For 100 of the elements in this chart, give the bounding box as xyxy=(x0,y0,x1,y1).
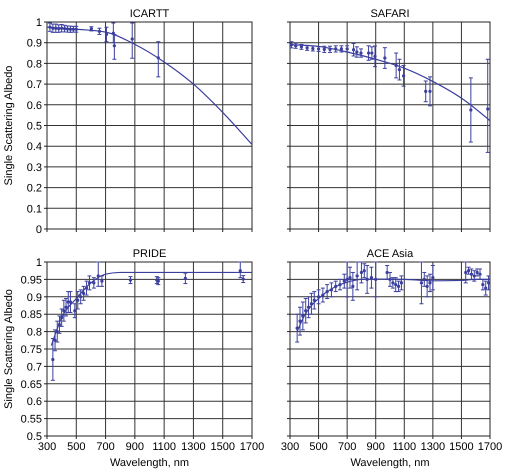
point xyxy=(402,74,406,78)
point xyxy=(298,320,302,323)
x-tick-label: 1300 xyxy=(181,441,206,453)
point xyxy=(346,278,349,281)
point xyxy=(342,280,346,283)
y-tick-label: 0.85 xyxy=(20,309,42,322)
x-tick-label: 1500 xyxy=(210,441,235,453)
y-tick-label: 0.2 xyxy=(26,182,42,195)
point xyxy=(238,269,242,272)
x-tick-label: 500 xyxy=(67,441,86,453)
point xyxy=(92,281,96,284)
point xyxy=(398,68,402,72)
point xyxy=(79,295,82,298)
point xyxy=(184,276,187,280)
point xyxy=(486,107,490,111)
x-tick-label: 300 xyxy=(38,441,56,453)
point xyxy=(484,286,488,290)
y-tick-label: 0.95 xyxy=(20,274,42,286)
point xyxy=(420,281,424,284)
point xyxy=(424,90,428,93)
point xyxy=(76,298,80,302)
y-tick-label: 0.5 xyxy=(26,120,42,132)
point xyxy=(400,281,404,284)
point xyxy=(466,269,470,272)
point xyxy=(352,48,356,52)
line-series xyxy=(46,26,253,146)
point xyxy=(476,270,479,274)
y-tick-label: 0.55 xyxy=(20,414,42,426)
point xyxy=(373,54,377,58)
point xyxy=(431,276,434,280)
point xyxy=(366,51,370,55)
y-tick-label: 0.5 xyxy=(26,431,42,443)
y-tick-label: 0.65 xyxy=(20,378,42,391)
point xyxy=(73,309,76,312)
x-tick-label: 500 xyxy=(309,441,328,453)
y-tick-label: 0.1 xyxy=(26,203,42,216)
y-tick-label: 0.8 xyxy=(26,58,42,70)
point xyxy=(64,306,68,309)
y-tick-label: 0.9 xyxy=(26,292,42,304)
x-axis-title: Wavelength, nm xyxy=(350,457,430,469)
point xyxy=(383,56,386,60)
point xyxy=(51,358,54,362)
chart-title: PRIDE xyxy=(132,248,166,260)
point xyxy=(100,280,104,283)
y-tick-label: 0.8 xyxy=(26,326,42,339)
y-tick-label: 1 xyxy=(36,17,42,29)
point xyxy=(478,272,482,276)
point xyxy=(351,284,354,288)
point xyxy=(362,269,366,272)
y-tick-label: 0.9 xyxy=(26,38,42,50)
point xyxy=(82,292,86,295)
point xyxy=(469,108,472,112)
point xyxy=(428,281,432,284)
x-axis-title: Wavelength, nm xyxy=(110,457,190,469)
y-tick-label: 0.6 xyxy=(26,100,42,112)
point xyxy=(481,283,484,286)
x-tick-label: 1500 xyxy=(449,441,474,453)
chart-title: ICARTT xyxy=(130,8,170,20)
point xyxy=(348,276,352,280)
point xyxy=(359,51,363,55)
point xyxy=(130,37,134,41)
point xyxy=(128,278,132,282)
y-axis-title: Single Scattering Albedo xyxy=(3,66,15,186)
x-tick-label: 700 xyxy=(338,441,356,453)
y-tick-label: 0.3 xyxy=(26,162,42,174)
y-axis-title: Single Scattering Albedo xyxy=(3,289,15,409)
y-tick-label: 0 xyxy=(36,224,42,236)
x-tick-label: 1300 xyxy=(420,441,446,453)
x-tick-label: 1100 xyxy=(152,441,176,453)
x-tick-label: 700 xyxy=(96,441,115,453)
x-tick-label: 900 xyxy=(126,441,144,453)
point xyxy=(53,338,57,342)
x-tick-label: 1700 xyxy=(240,441,264,453)
point xyxy=(355,50,358,54)
point xyxy=(312,298,316,302)
point xyxy=(356,274,359,278)
point xyxy=(464,270,468,274)
y-tick-label: 0.7 xyxy=(26,79,42,92)
point xyxy=(428,90,432,93)
point xyxy=(104,32,108,36)
x-tick-label: 300 xyxy=(280,441,300,453)
y-tick-label: 0.4 xyxy=(26,141,42,154)
point xyxy=(391,281,394,284)
point xyxy=(370,51,374,55)
y-tick-label: 0.75 xyxy=(20,344,42,356)
x-tick-label: 1700 xyxy=(478,441,502,453)
y-tick-label: 1 xyxy=(36,257,42,269)
x-tick-label: 1100 xyxy=(392,441,416,453)
y-tick-label: 0.6 xyxy=(26,396,42,408)
chart-title: SAFARI xyxy=(370,8,410,20)
chart-title: ACE Asia xyxy=(366,248,414,260)
point xyxy=(472,274,476,278)
point xyxy=(470,272,474,276)
x-tick-label: 900 xyxy=(366,441,385,453)
y-tick-label: 0.7 xyxy=(26,361,42,374)
point xyxy=(360,270,364,274)
point xyxy=(396,284,400,288)
point xyxy=(426,284,429,288)
point xyxy=(394,283,398,286)
point xyxy=(386,270,389,274)
